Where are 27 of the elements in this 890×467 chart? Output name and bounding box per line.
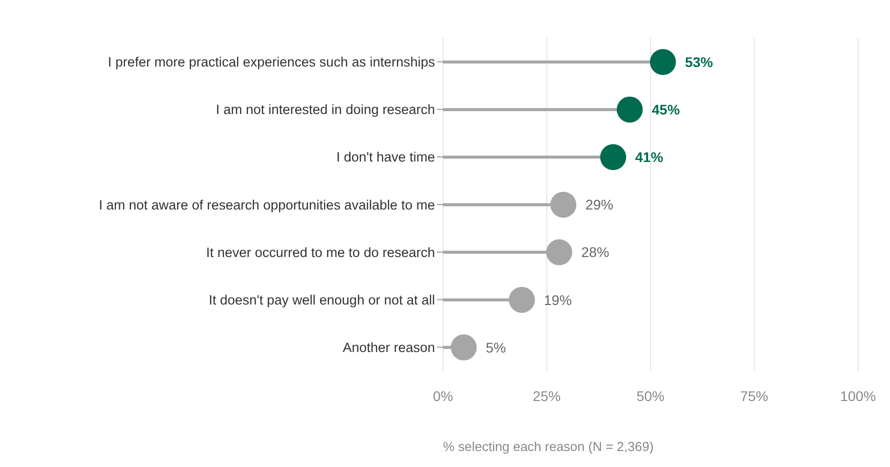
data-label: 41% (635, 149, 664, 166)
y-tick-label: I am not aware of research opportunities available to me (98, 197, 435, 212)
x-axis-title: % selecting each reason (N = 2,369) (443, 439, 654, 454)
y-tick-label: It never occurred to me to do research (206, 244, 435, 260)
point (600, 144, 626, 170)
point (616, 96, 643, 123)
data-label: 53% (684, 54, 714, 70)
x-tick-label: 75% (740, 388, 768, 404)
point (508, 286, 535, 313)
y-tick-label: I prefer more practical experiences such as internships (108, 54, 436, 70)
data-label: 19% (544, 292, 572, 308)
x-tick-label: 50% (636, 388, 665, 404)
x-tick-label: 25% (532, 388, 561, 404)
data-label: 28% (581, 244, 610, 260)
point (450, 334, 477, 360)
data-label: 29% (585, 196, 614, 213)
x-tick-label: 0% (432, 388, 454, 404)
y-tick-label: I am not interested in doing research (216, 102, 435, 118)
data-label: 5% (486, 339, 506, 356)
y-tick-label: It doesn't pay well enough or not at all (208, 292, 435, 308)
data-label: 45% (652, 101, 680, 118)
x-tick-label: 100% (840, 388, 876, 404)
y-tick-label: I don't have time (336, 150, 435, 165)
point (546, 239, 572, 266)
y-tick-label: Another reason (342, 340, 435, 356)
point (550, 192, 576, 218)
point (650, 49, 676, 75)
